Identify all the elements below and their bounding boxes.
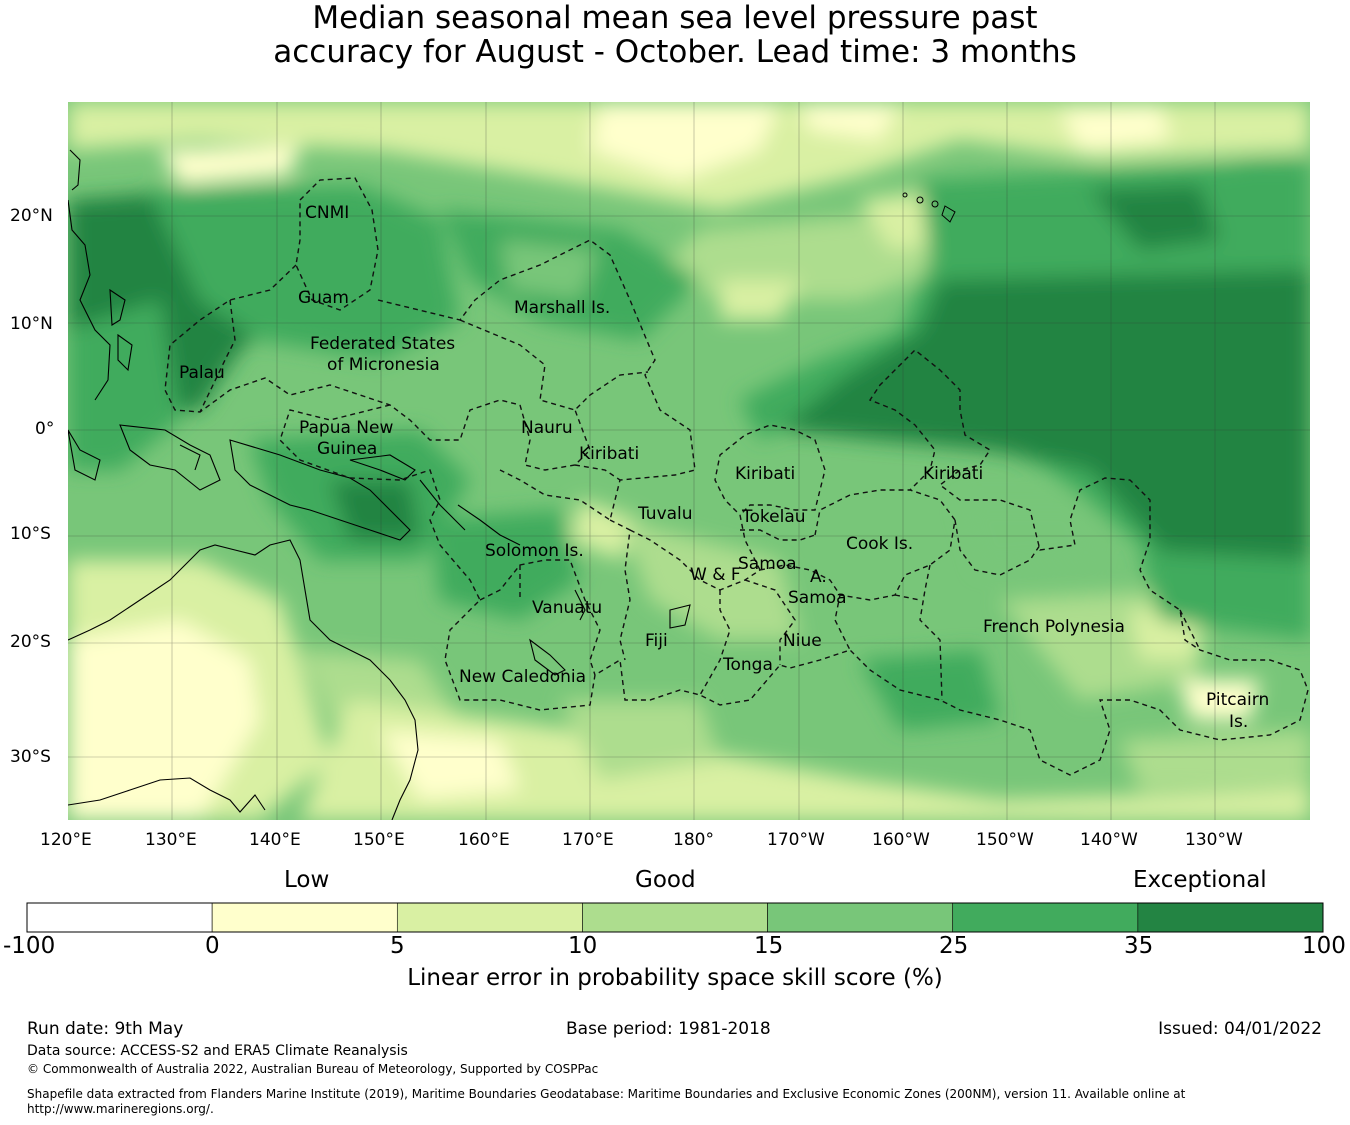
region-label-pitcairn-2: Is. <box>1229 712 1249 732</box>
region-label-fsm-2: of Micronesia <box>327 355 440 375</box>
region-label-cook-islands: Cook Is. <box>846 534 914 554</box>
map-title-line1: Median seasonal mean sea level pressure … <box>312 0 1038 36</box>
colorbar-tick-label: 35 <box>1124 933 1154 959</box>
colorbar-tick-label: 100 <box>1302 933 1346 959</box>
region-label-american-samoa-2: Samoa <box>788 588 847 608</box>
colorbar-segment <box>211 902 398 933</box>
colorbar-segment <box>582 902 768 933</box>
colorbar-category-exceptional: Exceptional <box>1133 867 1267 893</box>
region-label-samoa: Samoa <box>738 554 797 574</box>
region-label-kiribati-gilbert: Kiribati <box>579 444 640 464</box>
region-label-fiji: Fiji <box>645 631 668 651</box>
colorbar-frame <box>26 902 1324 933</box>
lon-label-150w: 150°W <box>976 830 1034 850</box>
lon-label-150e: 150°E <box>353 830 405 850</box>
region-label-vanuatu: Vanuatu <box>532 598 603 618</box>
lon-label-120e: 120°E <box>40 830 92 850</box>
map-title-line2: accuracy for August - October. Lead time… <box>273 34 1077 70</box>
lat-label-30s: 30°S <box>10 747 51 767</box>
data-source: Data source: ACCESS-S2 and ERA5 Climate … <box>27 1043 408 1059</box>
region-label-nauru: Nauru <box>521 418 573 438</box>
colorbar-segment <box>1137 902 1324 933</box>
issued-date: Issued: 04/01/2022 <box>1158 1019 1322 1039</box>
lon-label-130e: 130°E <box>145 830 197 850</box>
colorbar-category-good: Good <box>635 867 696 893</box>
colorbar-tick-label: 25 <box>939 933 969 959</box>
lon-label-180: 180° <box>673 830 714 850</box>
lon-label-140w: 140°W <box>1080 830 1138 850</box>
base-period: Base period: 1981-2018 <box>566 1019 771 1039</box>
colorbar-segment <box>952 902 1139 933</box>
hawaii-islands <box>902 192 956 223</box>
region-label-marshall: Marshall Is. <box>514 298 611 318</box>
lat-label-10s: 10°S <box>10 524 51 544</box>
region-label-cnmi: CNMI <box>305 203 350 223</box>
colorbar-segment <box>396 902 583 933</box>
region-label-pitcairn-1: Pitcairn <box>1206 690 1270 710</box>
region-label-png-1: Papua New <box>299 418 394 438</box>
region-label-french-polynesia: French Polynesia <box>983 617 1125 637</box>
graticule <box>68 102 1310 820</box>
lon-label-160w: 160°W <box>872 830 930 850</box>
lon-label-140e: 140°E <box>249 830 301 850</box>
shapefile-credit-line1: Shapefile data extracted from Flanders M… <box>27 1087 1186 1101</box>
lat-label-10n: 10°N <box>10 314 53 334</box>
eez-boundaries <box>164 177 1309 776</box>
region-label-kiribati-line: Kiribati <box>923 464 984 484</box>
region-label-tonga: Tonga <box>723 655 773 675</box>
lat-label-equator: 0° <box>35 419 55 439</box>
lon-label-160e: 160°E <box>458 830 510 850</box>
lat-label-20s: 20°S <box>10 632 51 652</box>
colorbar-tick-label: -100 <box>3 933 56 959</box>
region-label-kiribati-phoenix: Kiribati <box>735 464 796 484</box>
colorbar-label: Linear error in probability space skill … <box>407 965 943 991</box>
colorbar-tick-label: 15 <box>754 933 784 959</box>
copyright: © Commonwealth of Australia 2022, Austra… <box>27 1062 599 1076</box>
colorbar-tick-label: 0 <box>205 933 220 959</box>
skill-field <box>68 102 1310 820</box>
region-label-palau: Palau <box>179 363 225 383</box>
colorbar-segment <box>767 902 954 933</box>
region-label-png-2: Guinea <box>317 439 378 459</box>
region-label-niue: Niue <box>783 631 822 651</box>
colorbar-tick-label: 10 <box>568 933 598 959</box>
region-label-guam: Guam <box>298 288 349 308</box>
region-label-tuvalu: Tuvalu <box>638 504 693 524</box>
shapefile-credit-line2: http://www.marineregions.org/. <box>27 1102 214 1116</box>
lon-label-170w: 170°W <box>767 830 825 850</box>
region-label-american-samoa-1: A. <box>810 567 827 587</box>
region-label-solomon: Solomon Is. <box>485 541 584 561</box>
region-label-new-caledonia: New Caledonia <box>459 667 587 687</box>
region-label-tokelau: Tokelau <box>742 507 806 527</box>
colorbar-segment <box>26 902 213 933</box>
colorbar-tick-label: 5 <box>390 933 405 959</box>
colorbar-category-low: Low <box>284 867 330 893</box>
coastlines <box>68 149 691 820</box>
lon-label-170e: 170°E <box>562 830 614 850</box>
region-label-fsm-1: Federated States <box>310 334 456 354</box>
lon-label-130w: 130°W <box>1185 830 1243 850</box>
run-date: Run date: 9th May <box>27 1019 184 1039</box>
lat-label-20n: 20°N <box>10 206 53 226</box>
region-label-wallis-futuna: W & F <box>690 565 741 585</box>
